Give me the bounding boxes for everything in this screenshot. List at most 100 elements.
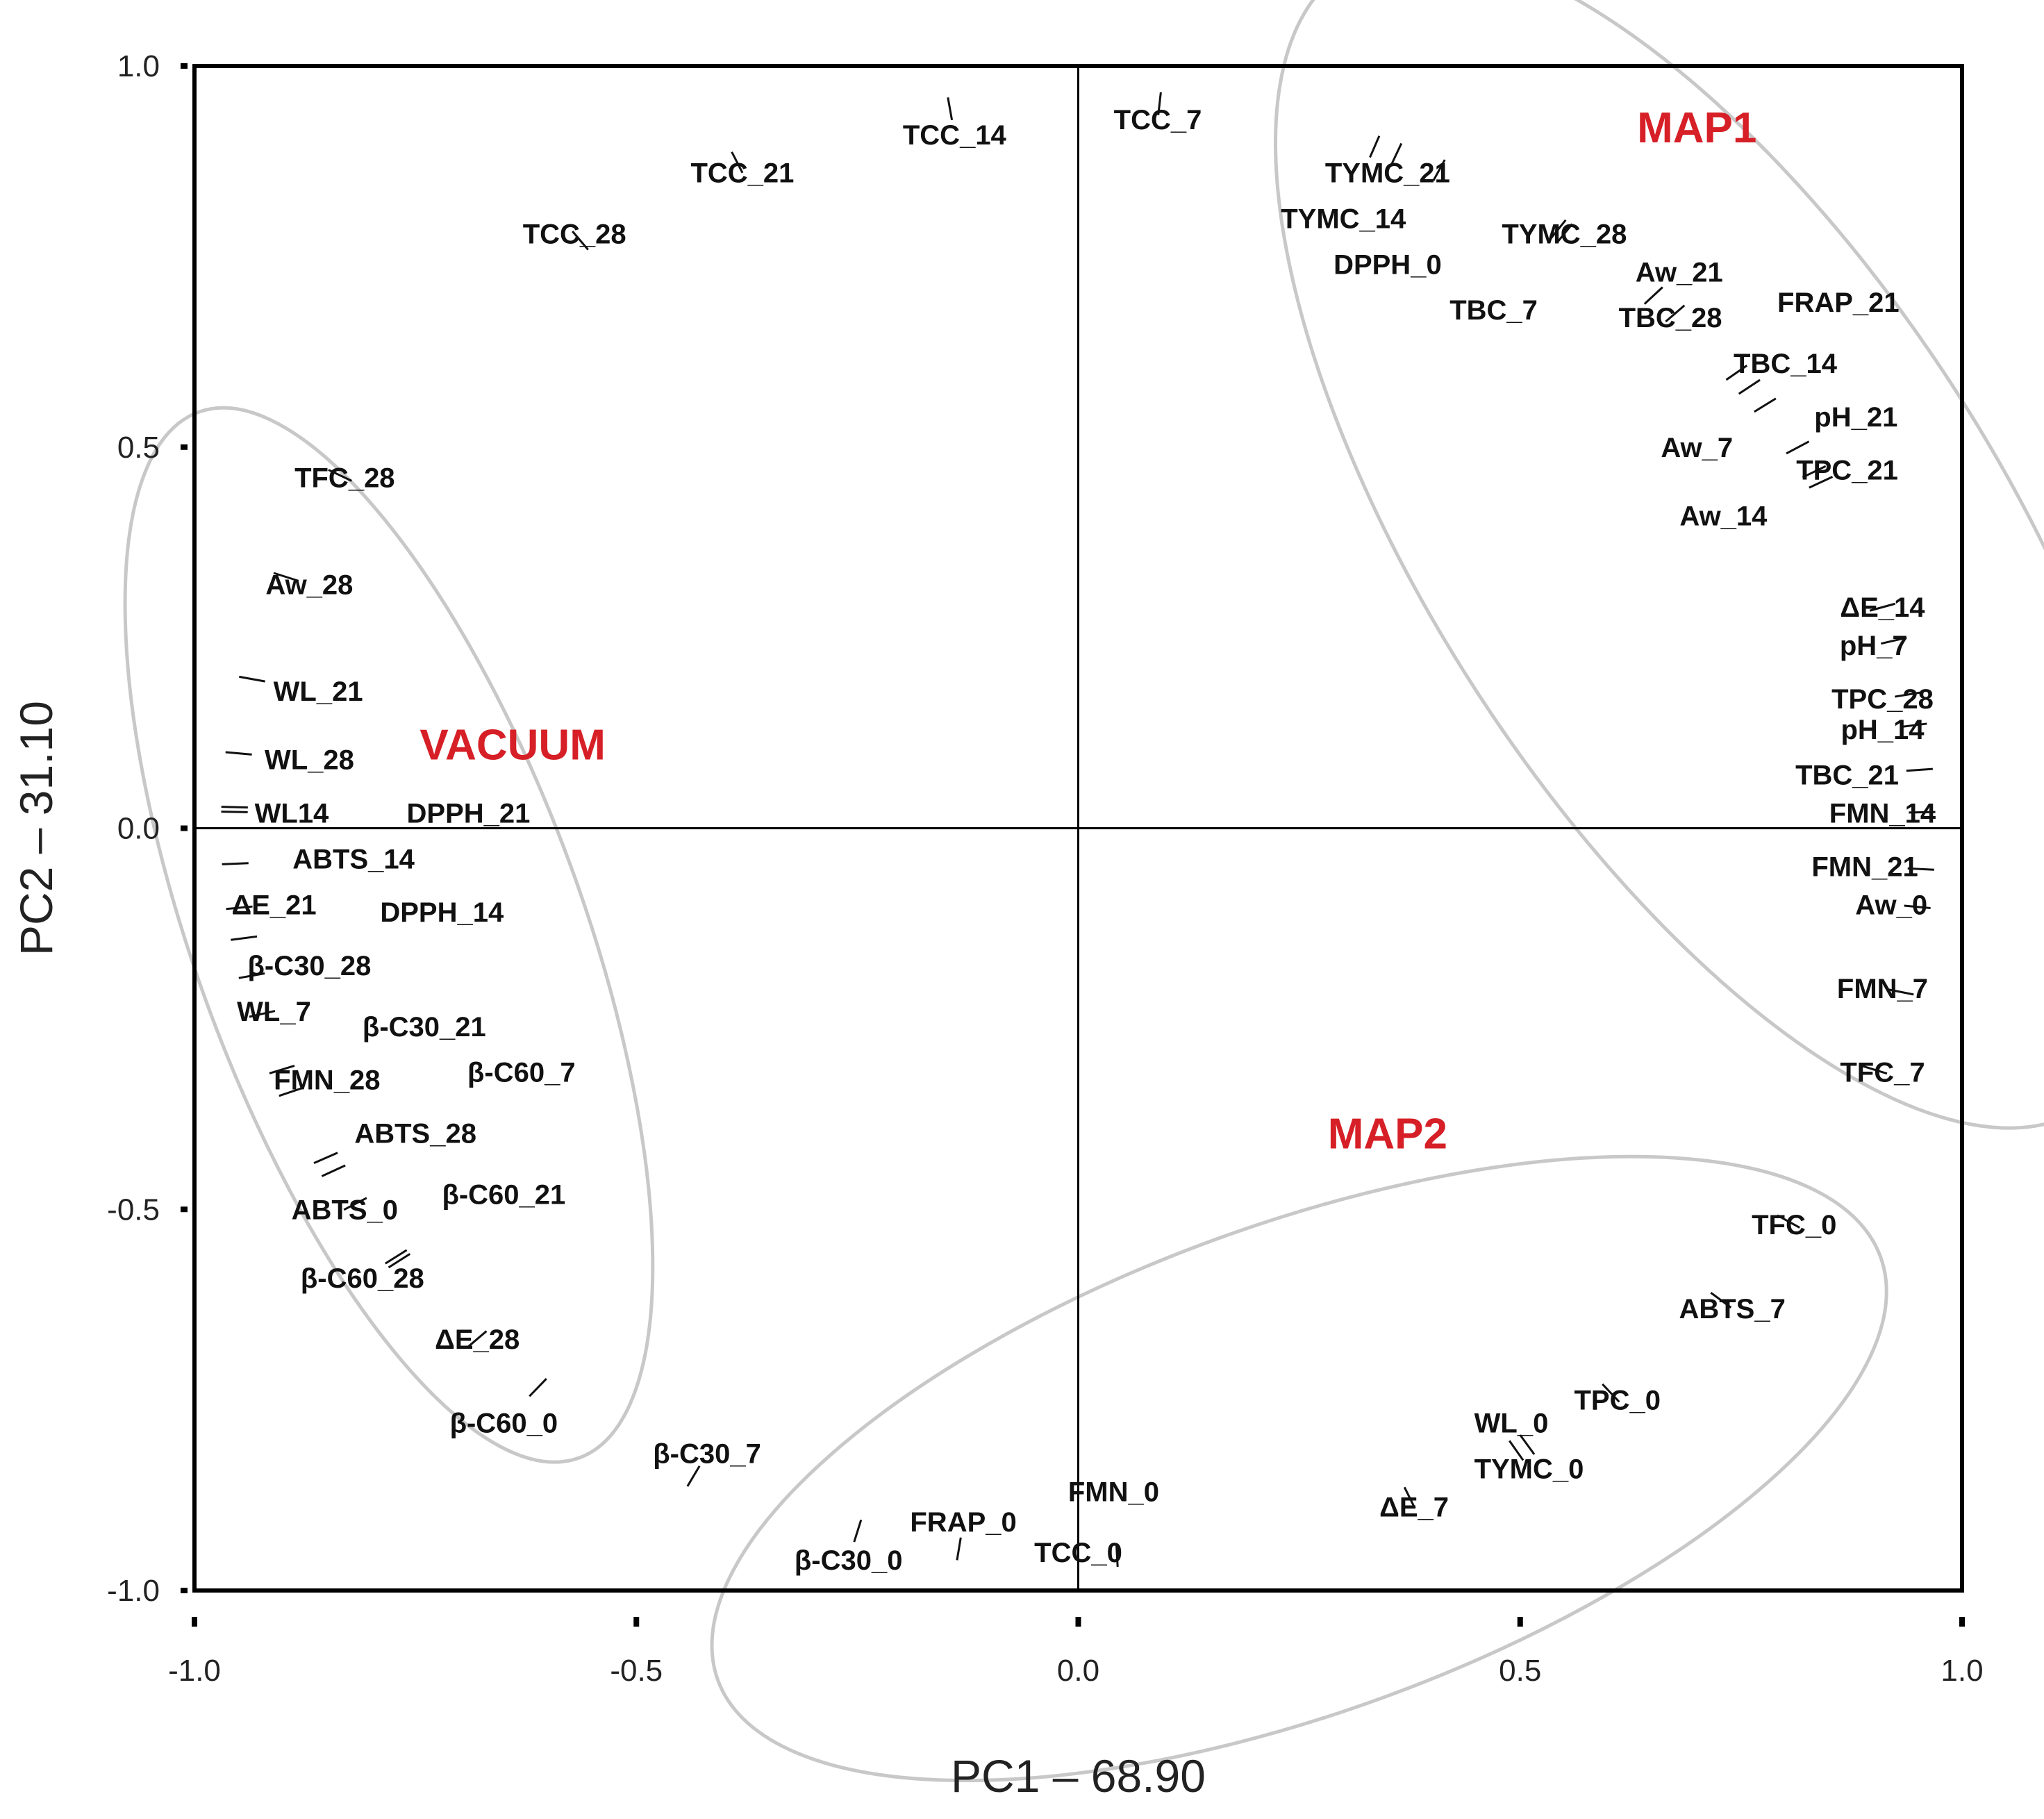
point-label: TYMC_0 [1474, 1454, 1584, 1484]
point-label: pH_21 [1814, 402, 1897, 433]
connector [1900, 722, 1927, 729]
connector [572, 231, 589, 251]
point-label: FMN_14 [1829, 799, 1936, 829]
point-label: β-C30_0 [795, 1545, 903, 1576]
connector [221, 811, 248, 813]
point-label: DPPH_14 [380, 897, 504, 928]
connector [1861, 1065, 1888, 1075]
connector [231, 935, 258, 941]
point-label: TYMC_21 [1325, 158, 1450, 189]
connector [226, 905, 253, 911]
connector [384, 1249, 408, 1265]
point-label: β-C60_28 [301, 1263, 424, 1294]
connector [1115, 1543, 1119, 1568]
point-label: TCC_14 [903, 120, 1007, 151]
connector [313, 1152, 338, 1164]
point-label: WL_7 [237, 997, 311, 1027]
axis-ticks: -1.0 -0.5 0.0 0.5 1.0 -1.0 -0.5 0.0 0.5 1.0 [107, 49, 1983, 1688]
point-label: TPC_0 [1574, 1386, 1661, 1416]
connector [956, 1537, 962, 1561]
connector [225, 751, 252, 756]
connector [1738, 379, 1761, 395]
connector [273, 572, 299, 582]
connector [1777, 1214, 1800, 1229]
point-label: ΔE_21 [231, 890, 316, 920]
x-tick-label: 1.0 [1941, 1654, 1983, 1688]
point-label: ABTS_7 [1679, 1294, 1785, 1324]
point-label: WL_0 [1474, 1409, 1549, 1439]
point-label: ABTS_28 [354, 1119, 476, 1149]
point-label: FMN_0 [1068, 1477, 1159, 1507]
connector [1904, 904, 1931, 910]
connector [1710, 1292, 1732, 1309]
connector [343, 1197, 367, 1211]
point-label: DPPH_21 [407, 799, 531, 829]
point-label: TPC_21 [1796, 456, 1898, 486]
connector [853, 1519, 863, 1543]
point-label: β-C60_21 [442, 1179, 565, 1210]
point-label: Aw_14 [1679, 501, 1768, 532]
connector [1549, 219, 1567, 240]
connector [1887, 988, 1914, 996]
point-label: TBC_7 [1449, 295, 1538, 326]
point-label: pH_14 [1841, 715, 1925, 745]
ellipse-vacuum [123, 406, 655, 1464]
group-label-map1: MAP1 [1637, 104, 1756, 152]
point-label: ΔE_14 [1840, 592, 1925, 623]
connector [249, 1010, 276, 1018]
x-tick-label: 0.5 [1499, 1654, 1541, 1688]
point-label: TYMC_14 [1281, 204, 1406, 235]
point-label: β-C60_7 [467, 1058, 576, 1088]
connector [1665, 304, 1686, 323]
point-label: ABTS_14 [292, 844, 415, 874]
point-label: TPC_28 [1831, 684, 1934, 715]
connector [328, 469, 352, 482]
point-label: FMN_7 [1837, 974, 1928, 1004]
point-label: TFC_7 [1840, 1058, 1925, 1088]
point-label: ΔE_7 [1379, 1492, 1449, 1522]
point-label: ΔE_28 [435, 1324, 520, 1355]
x-tick-label: -0.5 [610, 1654, 663, 1688]
connector [1519, 1434, 1536, 1455]
point-label: FMN_28 [274, 1065, 380, 1096]
x-tick-label: -1.0 [168, 1654, 221, 1688]
connector [1909, 811, 1936, 814]
point-label: FRAP_21 [1777, 288, 1900, 318]
connector [1754, 397, 1777, 413]
y-tick-label: -1.0 [107, 1574, 160, 1608]
point-label: TCC_21 [690, 158, 794, 189]
x-tick-label: 0.0 [1057, 1654, 1099, 1688]
group-ellipses [123, 0, 2044, 1783]
point-label: pH_7 [1840, 631, 1908, 661]
connector [1725, 365, 1748, 381]
connector [1403, 1486, 1416, 1509]
point-label: FMN_21 [1811, 852, 1918, 882]
group-label-map2: MAP2 [1328, 1110, 1447, 1158]
connector [1802, 465, 1827, 479]
connector [321, 1164, 346, 1177]
connector [1643, 286, 1663, 305]
point-label: FRAP_0 [910, 1507, 1016, 1538]
point-label: Aw_7 [1661, 433, 1733, 463]
point-label: β-C30_21 [363, 1012, 486, 1043]
connector [1602, 1383, 1620, 1403]
y-tick-label: -0.5 [107, 1193, 160, 1227]
connector [269, 1065, 295, 1074]
connector [1786, 440, 1810, 455]
point-label: Aw_0 [1855, 890, 1927, 920]
ellipse-map1 [1274, 0, 2044, 1130]
connector [1869, 602, 1895, 612]
point-label: TBC_14 [1734, 349, 1838, 379]
connector [1895, 691, 1922, 698]
x-axis-title: PC1 – 68.90 [951, 1750, 1206, 1802]
point-label: β-C30_28 [247, 951, 371, 981]
point-label: WL_28 [265, 745, 354, 776]
y-tick-label: 1.0 [117, 49, 160, 83]
connector [1880, 636, 1907, 645]
point-labels: TCC_7 TCC_14 TCC_21 TCC_28 TYMC_21 TYMC_14 TYM… [231, 105, 1936, 1576]
point-label: β-C60_0 [450, 1409, 558, 1439]
connector [529, 1377, 547, 1397]
connector [731, 151, 744, 174]
